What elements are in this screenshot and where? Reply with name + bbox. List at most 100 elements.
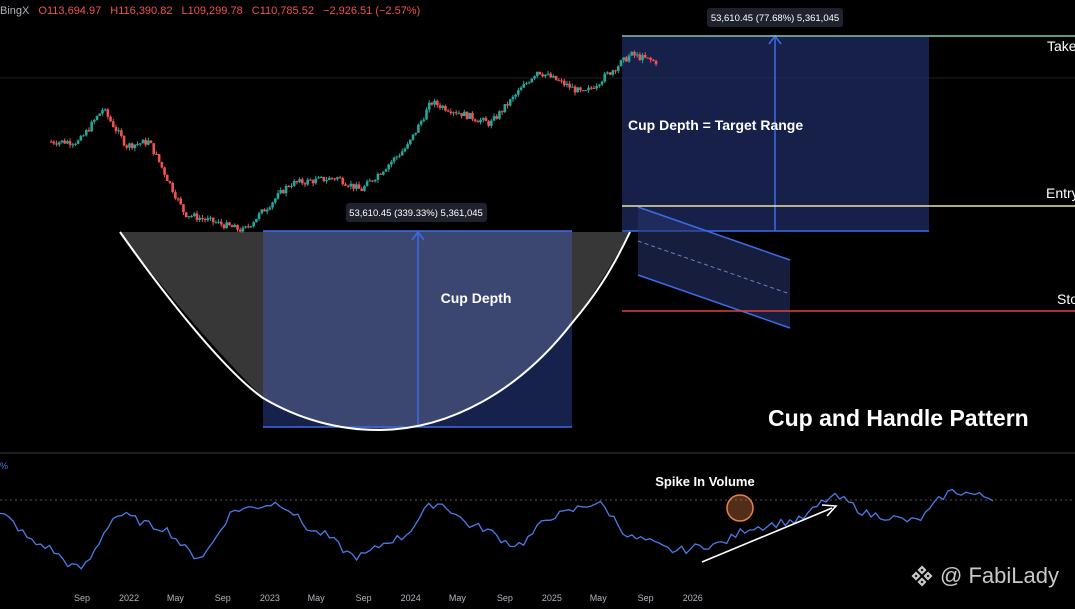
candle[interactable] bbox=[238, 229, 242, 232]
candle[interactable] bbox=[160, 161, 164, 168]
candle[interactable] bbox=[265, 209, 269, 212]
candle[interactable] bbox=[101, 110, 104, 114]
candle[interactable] bbox=[487, 121, 490, 126]
candle[interactable] bbox=[390, 161, 393, 165]
candle[interactable] bbox=[333, 178, 336, 180]
candle[interactable] bbox=[217, 221, 220, 223]
candle[interactable] bbox=[284, 186, 288, 194]
candle[interactable] bbox=[652, 59, 655, 61]
candle[interactable] bbox=[219, 221, 223, 225]
candle[interactable] bbox=[336, 177, 339, 180]
candle[interactable] bbox=[514, 94, 517, 97]
candle[interactable] bbox=[425, 109, 428, 120]
candle[interactable] bbox=[76, 140, 80, 144]
candle[interactable] bbox=[74, 143, 77, 145]
candle[interactable] bbox=[592, 87, 596, 89]
candle[interactable] bbox=[614, 70, 617, 72]
candle[interactable] bbox=[255, 218, 258, 223]
candle[interactable] bbox=[225, 222, 228, 229]
candle[interactable] bbox=[68, 141, 72, 145]
candle[interactable] bbox=[236, 224, 239, 230]
candle[interactable] bbox=[90, 121, 93, 132]
candle[interactable] bbox=[165, 174, 169, 181]
candle[interactable] bbox=[506, 104, 509, 106]
candle[interactable] bbox=[581, 90, 585, 92]
candle[interactable] bbox=[484, 118, 488, 122]
candle[interactable] bbox=[568, 83, 571, 88]
candle[interactable] bbox=[152, 143, 156, 154]
candle[interactable] bbox=[49, 141, 53, 143]
candle[interactable] bbox=[517, 90, 520, 95]
candle[interactable] bbox=[168, 180, 172, 183]
candle[interactable] bbox=[544, 74, 547, 77]
candle[interactable] bbox=[471, 112, 474, 120]
candle[interactable] bbox=[84, 130, 88, 136]
candle[interactable] bbox=[338, 177, 342, 179]
candle[interactable] bbox=[203, 218, 207, 221]
candle[interactable] bbox=[519, 87, 523, 91]
candle[interactable] bbox=[98, 113, 102, 116]
candle[interactable] bbox=[360, 188, 364, 191]
candle[interactable] bbox=[136, 143, 139, 145]
candle[interactable] bbox=[533, 76, 536, 79]
candle[interactable] bbox=[495, 116, 499, 119]
candle[interactable] bbox=[330, 177, 334, 179]
candle[interactable] bbox=[535, 71, 539, 77]
candle[interactable] bbox=[576, 87, 580, 93]
candle[interactable] bbox=[246, 226, 250, 228]
candle[interactable] bbox=[560, 80, 563, 82]
candle[interactable] bbox=[268, 207, 272, 210]
candle[interactable] bbox=[473, 119, 477, 122]
candle[interactable] bbox=[589, 87, 593, 89]
candle[interactable] bbox=[460, 113, 463, 117]
candle[interactable] bbox=[184, 212, 188, 218]
candle[interactable] bbox=[554, 75, 558, 81]
candle[interactable] bbox=[579, 87, 582, 91]
candle[interactable] bbox=[433, 100, 436, 105]
candle[interactable] bbox=[95, 115, 99, 120]
candle[interactable] bbox=[244, 226, 247, 228]
candle[interactable] bbox=[230, 225, 234, 228]
candle[interactable] bbox=[309, 179, 312, 181]
candle[interactable] bbox=[103, 109, 107, 111]
candle[interactable] bbox=[209, 217, 212, 219]
candle[interactable] bbox=[525, 83, 528, 85]
candle[interactable] bbox=[392, 157, 396, 162]
candle[interactable] bbox=[314, 178, 318, 184]
candle[interactable] bbox=[149, 140, 153, 144]
candle[interactable] bbox=[279, 189, 282, 194]
candle[interactable] bbox=[252, 222, 255, 227]
candle[interactable] bbox=[522, 83, 526, 88]
candlestick-series[interactable] bbox=[49, 50, 658, 233]
candle[interactable] bbox=[406, 144, 409, 149]
candle[interactable] bbox=[549, 73, 553, 78]
candle[interactable] bbox=[465, 111, 469, 119]
candle[interactable] bbox=[457, 113, 461, 115]
candle[interactable] bbox=[422, 119, 426, 122]
candle[interactable] bbox=[538, 71, 542, 75]
candle[interactable] bbox=[171, 182, 174, 193]
candle[interactable] bbox=[303, 183, 307, 185]
candle[interactable] bbox=[419, 121, 423, 125]
candle[interactable] bbox=[198, 217, 201, 220]
candle[interactable] bbox=[109, 116, 112, 122]
candle[interactable] bbox=[60, 140, 64, 143]
candle[interactable] bbox=[300, 179, 304, 184]
oscillator-line[interactable] bbox=[0, 488, 994, 570]
candle[interactable] bbox=[492, 116, 496, 121]
candle[interactable] bbox=[79, 136, 83, 141]
candle[interactable] bbox=[195, 213, 199, 220]
candle[interactable] bbox=[498, 111, 501, 119]
candle[interactable] bbox=[249, 226, 253, 228]
candle[interactable] bbox=[179, 198, 183, 205]
candle[interactable] bbox=[141, 139, 145, 144]
candle[interactable] bbox=[357, 184, 361, 189]
candle[interactable] bbox=[641, 54, 644, 61]
candle[interactable] bbox=[643, 54, 647, 58]
candle[interactable] bbox=[190, 216, 193, 218]
candle[interactable] bbox=[649, 57, 652, 60]
candle[interactable] bbox=[311, 180, 315, 184]
candle[interactable] bbox=[263, 209, 266, 212]
candle[interactable] bbox=[619, 60, 623, 67]
